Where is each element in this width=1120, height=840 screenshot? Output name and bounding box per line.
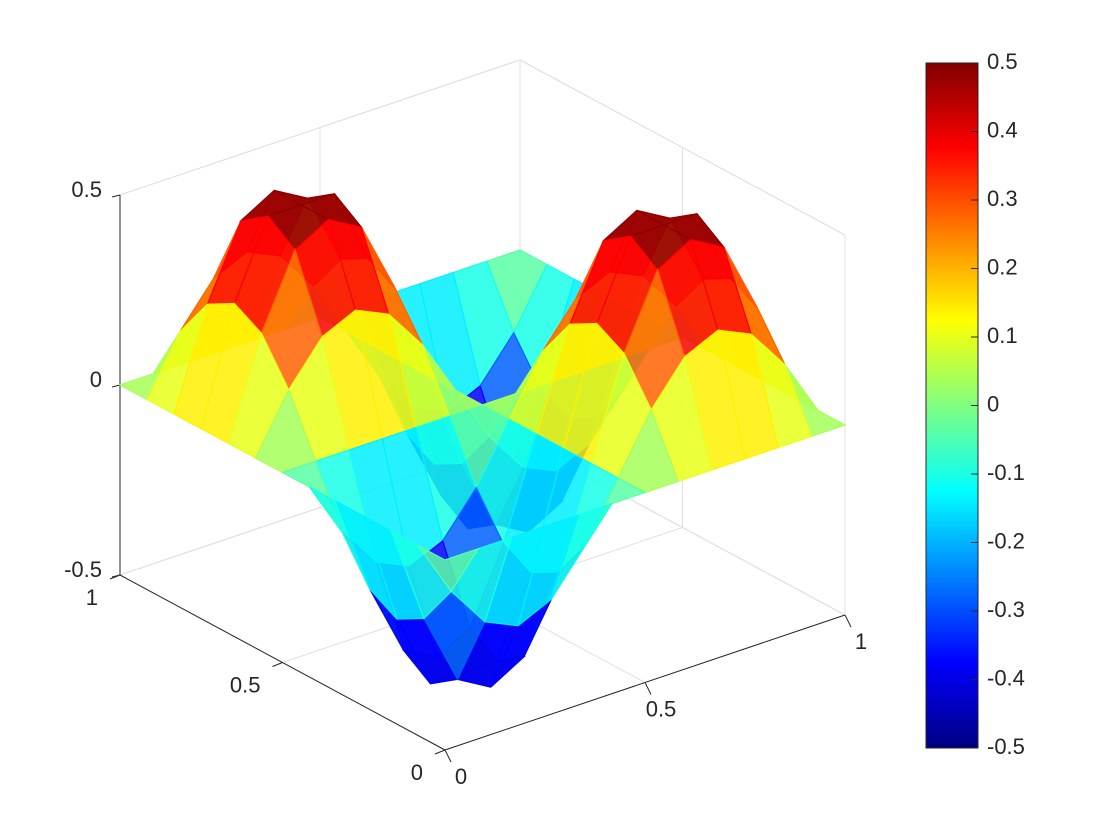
x-tick-label: 0.5 — [646, 696, 677, 721]
y-tick-label: 0.5 — [230, 672, 261, 697]
tick-mark — [111, 384, 121, 388]
colorbar-tick-label: 0.5 — [987, 49, 1018, 74]
tick-mark — [844, 614, 852, 628]
surface-cell — [417, 544, 480, 593]
colorbar-tick-label: -0.5 — [987, 734, 1025, 759]
colorbar-tick-label: -0.4 — [987, 665, 1025, 690]
y-tick-label: 0 — [411, 760, 423, 785]
tick-mark — [272, 662, 283, 667]
tick-mark — [434, 749, 446, 755]
grid-line — [119, 59, 521, 196]
colorbar-tick-label: 0.2 — [987, 254, 1018, 279]
z-tick-label: 0.5 — [71, 177, 102, 202]
colorbar-tick-label: 0.4 — [987, 117, 1018, 142]
colorbar-tick-label: 0.3 — [987, 186, 1018, 211]
x-tick-label: 0 — [455, 764, 467, 789]
x-tick-label: 1 — [855, 629, 867, 654]
colorbar — [925, 62, 979, 749]
z-tick-label: -0.5 — [64, 557, 102, 582]
colorbar-tick-label: -0.1 — [987, 460, 1025, 485]
colorbar-tick-label: 0.1 — [987, 323, 1018, 348]
colorbar-tick-label: -0.2 — [987, 528, 1025, 553]
z-tick-label: 0 — [90, 367, 102, 392]
y-axis — [119, 574, 446, 751]
tick-mark — [444, 749, 452, 763]
y-tick-label: 1 — [86, 585, 98, 610]
tick-mark — [644, 682, 652, 695]
x-axis — [444, 614, 846, 751]
colorbar-tick-label: 0 — [987, 391, 999, 416]
colorbar-tick-label: -0.3 — [987, 597, 1025, 622]
tick-mark — [111, 574, 121, 578]
tick-mark — [111, 194, 121, 198]
grid-line — [519, 59, 846, 236]
